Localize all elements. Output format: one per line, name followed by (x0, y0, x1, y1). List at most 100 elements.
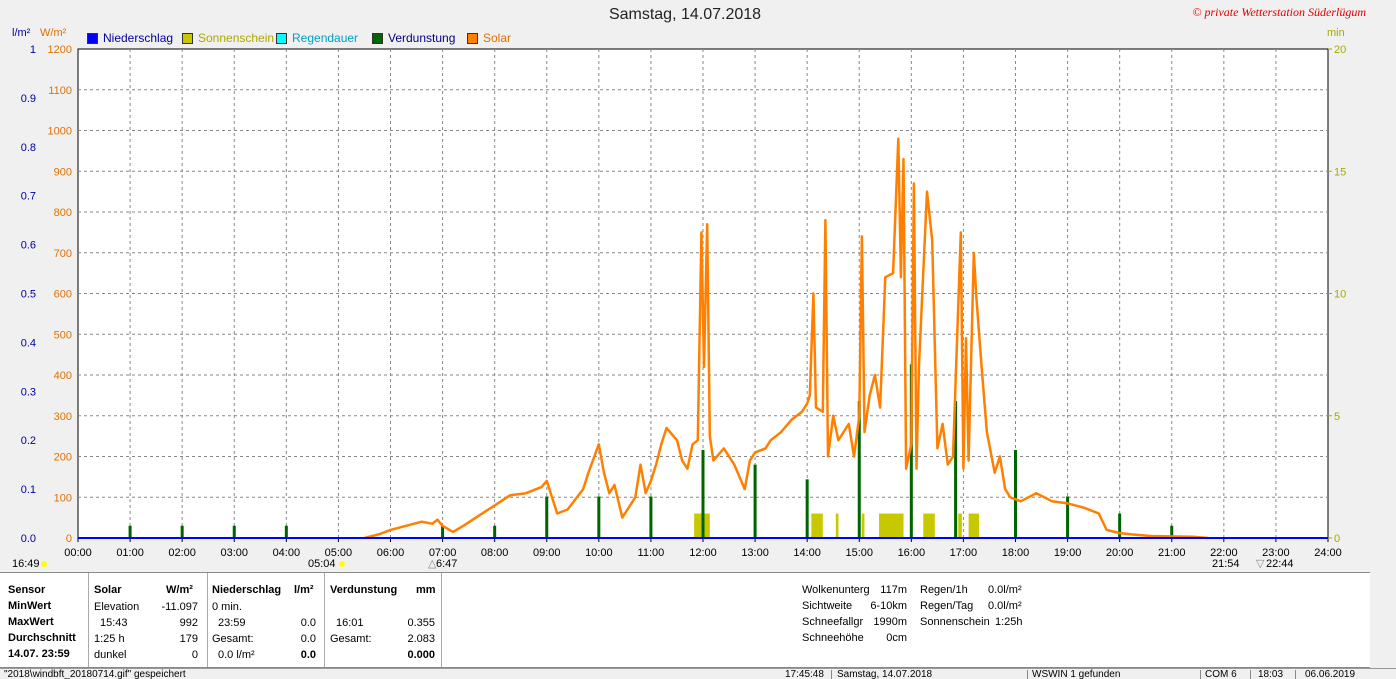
precip-tick-label: 0.2 (21, 435, 36, 447)
evap-unit: mm (416, 584, 436, 596)
solar-cell: 1:25 h (94, 633, 125, 645)
evaporation-bar (128, 525, 132, 538)
x-tick-label: 17:00 (950, 547, 978, 559)
precip-cell: Gesamt: (212, 633, 254, 645)
x-tick-label: 09:00 (533, 547, 561, 559)
divider (324, 573, 325, 667)
x-tick-label: 23:00 (1262, 547, 1290, 559)
solar-tick-label: 200 (54, 452, 72, 464)
solar-tick-label: 800 (54, 207, 72, 219)
divider (207, 573, 208, 667)
sonnenschein-swatch (182, 32, 193, 44)
precip-tick-label: 0.1 (21, 484, 36, 496)
solar-cell: Elevation (94, 601, 140, 613)
solar-value: 179 (179, 633, 198, 645)
evaporation-bar (545, 496, 549, 538)
solar-tick-label: 600 (54, 289, 72, 301)
precip-tick-label: 1 (30, 44, 36, 56)
status-divider (831, 670, 832, 679)
x-tick-label: 14:00 (793, 547, 821, 559)
weather-label: Schneefallgr (802, 616, 864, 628)
precip-tick-label: 0.3 (21, 386, 36, 398)
sensor-row: Durchschnitt (8, 632, 76, 644)
verdunstung-swatch (372, 32, 383, 44)
rain-value: 0.0l/m² (988, 600, 1022, 612)
solar-swatch (467, 32, 478, 44)
precip-cell: 0.0 l/m² (218, 649, 255, 661)
weather-label: Wolkenunterg (802, 584, 870, 596)
chart-title: Samstag, 14.07.2018 (608, 6, 762, 23)
evap-value: 0.355 (407, 617, 435, 629)
x-tick-label: 00:00 (64, 547, 92, 559)
solar-tick-label: 1100 (48, 85, 72, 97)
evaporation-bar (857, 401, 861, 538)
x-tick-label: 02:00 (168, 547, 196, 559)
evap-header: Verdunstung (330, 584, 398, 596)
evaporation-bar (441, 525, 445, 538)
weather-chart: 00:00 01:00 02:00 03:00 04:00 05:00 06:00 07:00… (21, 44, 1347, 559)
solar-header: Solar (94, 584, 122, 596)
sensor-row: MinWert (8, 600, 52, 612)
precip-tick-label: 0.7 (21, 191, 36, 203)
minutes-unit-label: min (1327, 27, 1345, 39)
left-time-label: 16:49 (12, 558, 40, 570)
evaporation-bar (954, 401, 958, 538)
legend-niederschlag: Niederschlag (87, 31, 173, 45)
rain-value: 0.0l/m² (988, 584, 1022, 596)
evaporation-bar (1170, 525, 1174, 538)
solar-tick-label: 900 (54, 166, 72, 178)
dusk-arrow-icon: ▽ (1256, 558, 1265, 570)
x-tick-label: 13:00 (741, 547, 769, 559)
precip-cell: 0 min. (212, 601, 242, 613)
legend-verdunstung: Verdunstung (372, 31, 455, 45)
solar-value: -11.097 (161, 601, 199, 613)
solar-tick-label: 400 (54, 370, 72, 382)
legend-label: Sonnenschein (198, 31, 275, 45)
rain-label: Regen/1h (920, 584, 968, 596)
solar-tick-label: 700 (54, 248, 72, 260)
minutes-tick-label: 5 (1334, 411, 1340, 423)
sun-icon (41, 561, 47, 567)
weather-label: Sichtweite (802, 600, 853, 612)
status-port: COM 6 (1205, 669, 1237, 679)
legend-label: Niederschlag (103, 31, 174, 45)
evaporation-bar (909, 364, 913, 538)
evap-value: 2.083 (407, 633, 435, 645)
status-device: WSWIN 1 gefunden (1032, 669, 1121, 679)
x-tick-label: 15:00 (845, 547, 873, 559)
evaporation-bar (805, 479, 809, 538)
sunshine-bar (835, 513, 839, 538)
sunrise-label: 05:04 (308, 558, 336, 570)
solar-value: 992 (179, 617, 198, 629)
status-divider (1295, 670, 1296, 679)
solar-tick-label: 100 (54, 492, 72, 504)
legend-regendauer: Regendauer (276, 31, 358, 45)
sensor-row: 14.07. 23:59 (8, 648, 70, 660)
legend-label: Solar (483, 31, 512, 45)
sunshine-bar (968, 513, 980, 538)
solar-line (364, 137, 1209, 540)
evaporation-bar (493, 525, 497, 538)
x-tick-label: 16:00 (898, 547, 926, 559)
dawn-label: 6:47 (436, 558, 458, 570)
status-time: 17:45:48 (785, 669, 824, 679)
x-tick-label: 06:00 (377, 547, 405, 559)
precip-tick-label: 0.4 (21, 337, 36, 349)
legend-label: Regendauer (292, 31, 359, 45)
x-tick-label: 08:00 (481, 547, 509, 559)
legend-sonnenschein: Sonnenschein (182, 31, 274, 45)
x-tick-label: 21:00 (1158, 547, 1186, 559)
solar-cell: dunkel (94, 649, 127, 661)
x-tick-label: 03:00 (220, 547, 248, 559)
evaporation-bar (1118, 513, 1122, 538)
evaporation-bar (232, 525, 236, 538)
minutes-tick-label: 0 (1334, 533, 1340, 545)
legend-label: Verdunstung (388, 31, 456, 45)
x-tick-label: 19:00 (1054, 547, 1082, 559)
precip-cell: 23:59 (218, 617, 246, 629)
evap-cell: 16:01 (336, 617, 364, 629)
status-divider (1250, 670, 1251, 679)
sunshine-bar (923, 513, 935, 538)
weather-value: 117m (880, 584, 907, 596)
sensor-header: Sensor (8, 584, 46, 596)
